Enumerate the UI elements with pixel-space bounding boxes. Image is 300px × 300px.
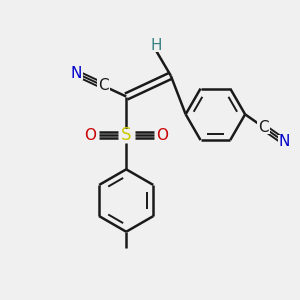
FancyBboxPatch shape xyxy=(70,67,83,80)
FancyBboxPatch shape xyxy=(84,129,97,142)
FancyBboxPatch shape xyxy=(97,79,110,92)
Text: C: C xyxy=(258,120,269,135)
FancyBboxPatch shape xyxy=(155,129,168,142)
FancyBboxPatch shape xyxy=(257,121,270,134)
Text: O: O xyxy=(156,128,168,142)
FancyBboxPatch shape xyxy=(278,135,291,148)
Text: N: N xyxy=(278,134,290,149)
Text: C: C xyxy=(98,78,109,93)
Text: S: S xyxy=(121,126,131,144)
Text: N: N xyxy=(71,66,82,81)
Text: H: H xyxy=(150,38,162,53)
Text: O: O xyxy=(85,128,97,142)
FancyBboxPatch shape xyxy=(151,41,161,52)
FancyBboxPatch shape xyxy=(120,129,133,142)
